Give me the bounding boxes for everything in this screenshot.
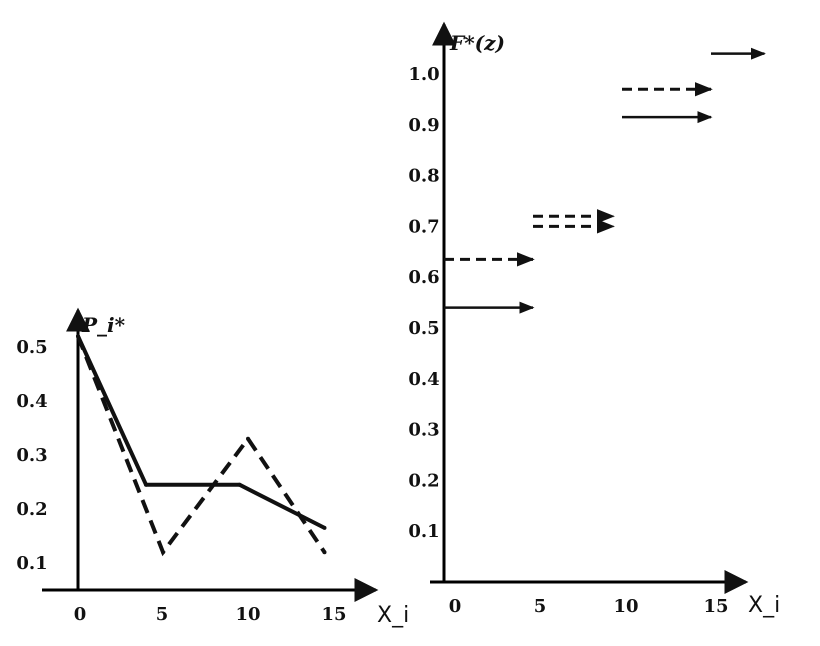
left-y-tick-label: 0.2 [16,499,47,520]
right-y-tick-label: 0.6 [408,267,439,288]
right-y-tick-label: 0.3 [408,420,439,441]
right-y-tick-label: 0.1 [408,521,439,542]
left-data-point [237,482,242,487]
right-y-tick-label: 1.0 [408,64,439,85]
left-series-line-dashed [76,335,327,557]
right-x-tick-label: 10 [613,596,638,617]
left-x-tick-labels: 0 5 10 15 [74,604,347,625]
right-x-axis-title: X_i [748,593,780,618]
left-data-point [144,482,148,487]
left-x-tick-label: 0 [74,604,87,625]
right-x-tick-label: 15 [703,596,728,617]
left-data-point [246,436,250,441]
right-x-tick-label: 5 [534,596,547,617]
right-chart: 0.1 0.2 0.3 0.4 0.5 0.6 0.7 0.8 0.9 1.0 0 5 10 15 F*… [408,21,780,618]
left-y-tick-label: 0.5 [16,337,47,358]
left-series-line-solid [76,335,326,530]
left-y-tick-labels: 0.1 0.2 0.3 0.4 0.5 [16,337,47,574]
right-y-tick-label: 0.4 [408,369,439,390]
left-x-tick-label: 5 [156,604,169,625]
right-y-tick-label: 0.9 [408,115,439,136]
right-y-tick-label: 0.5 [408,318,439,339]
left-data-point [161,550,165,555]
right-steps-group [444,47,766,314]
right-y-tick-label: 0.8 [408,166,439,187]
left-data-point [76,334,80,339]
right-y-tick-label: 0.7 [408,216,439,237]
left-y-axis-title: P_i* [81,313,126,337]
left-chart: 0.1 0.2 0.3 0.4 0.5 0 5 10 15 P_i* X_i [16,307,409,628]
left-series-group [76,334,327,557]
right-y-tick-label: 0.2 [408,470,439,491]
right-y-tick-labels: 0.1 0.2 0.3 0.4 0.5 0.6 0.7 0.8 0.9 1.0 [408,64,439,542]
left-data-point [322,550,327,555]
left-x-tick-label: 10 [235,604,260,625]
left-x-axis-title: X_i [377,603,409,628]
left-data-point [322,525,327,530]
left-y-tick-label: 0.4 [16,391,47,412]
right-y-axis-title: F*(z) [449,31,505,55]
right-x-tick-label: 0 [449,596,462,617]
left-y-tick-label: 0.3 [16,445,47,466]
right-x-tick-labels: 0 5 10 15 [449,596,729,617]
left-y-tick-label: 0.1 [16,553,47,574]
left-x-tick-label: 15 [321,604,346,625]
